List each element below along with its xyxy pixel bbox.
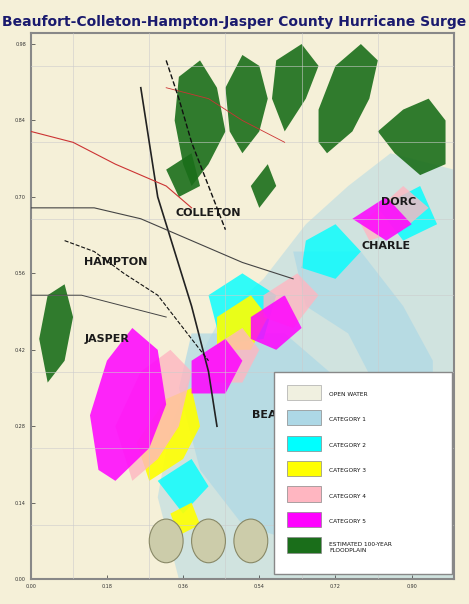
Polygon shape [272, 44, 318, 132]
Text: Beaufort-Colleton-Hampton-Jasper County Hurricane Surge: Beaufort-Colleton-Hampton-Jasper County … [2, 15, 467, 29]
Polygon shape [361, 186, 429, 240]
Text: BEAUFORT: BEAUFORT [252, 410, 318, 420]
Text: CATEGORY 2: CATEGORY 2 [329, 443, 366, 448]
Text: COLLETON: COLLETON [176, 208, 241, 218]
Polygon shape [302, 224, 361, 279]
Bar [287, 512, 321, 527]
Bar [287, 461, 321, 477]
Bar [287, 410, 321, 425]
Polygon shape [166, 153, 200, 197]
Polygon shape [264, 274, 318, 328]
Polygon shape [352, 197, 412, 240]
Polygon shape [136, 388, 200, 481]
Polygon shape [318, 44, 378, 153]
Circle shape [149, 519, 183, 563]
Polygon shape [209, 328, 259, 382]
Polygon shape [170, 503, 200, 536]
Polygon shape [90, 328, 166, 481]
Polygon shape [158, 153, 454, 579]
Polygon shape [251, 164, 276, 208]
Polygon shape [174, 60, 226, 186]
Bar [287, 435, 321, 451]
Text: ESTIMATED 100-YEAR
FLOODPLAIN: ESTIMATED 100-YEAR FLOODPLAIN [329, 542, 392, 553]
Text: CATEGORY 3: CATEGORY 3 [329, 468, 366, 474]
Polygon shape [209, 274, 276, 344]
Text: CATEGORY 1: CATEGORY 1 [329, 417, 366, 422]
Text: OPEN WATER: OPEN WATER [329, 392, 368, 397]
Text: HAMPTON: HAMPTON [83, 257, 147, 268]
Polygon shape [378, 186, 437, 240]
Bar [287, 486, 321, 502]
Circle shape [234, 519, 268, 563]
Bar [287, 385, 321, 400]
Text: CATEGORY 4: CATEGORY 4 [329, 494, 366, 499]
Text: DORC: DORC [381, 198, 416, 207]
Polygon shape [293, 251, 433, 443]
Polygon shape [39, 284, 73, 382]
Bar [287, 538, 321, 553]
Text: CATEGORY 5: CATEGORY 5 [329, 519, 366, 524]
Polygon shape [158, 459, 209, 513]
Text: JASPER: JASPER [84, 334, 129, 344]
FancyBboxPatch shape [274, 371, 452, 574]
Polygon shape [378, 98, 446, 175]
Polygon shape [115, 350, 191, 481]
Polygon shape [179, 333, 412, 552]
Polygon shape [251, 295, 302, 350]
Text: CHARLE: CHARLE [362, 241, 411, 251]
Circle shape [191, 519, 226, 563]
Polygon shape [217, 295, 268, 350]
Polygon shape [191, 339, 242, 393]
Polygon shape [226, 55, 268, 153]
